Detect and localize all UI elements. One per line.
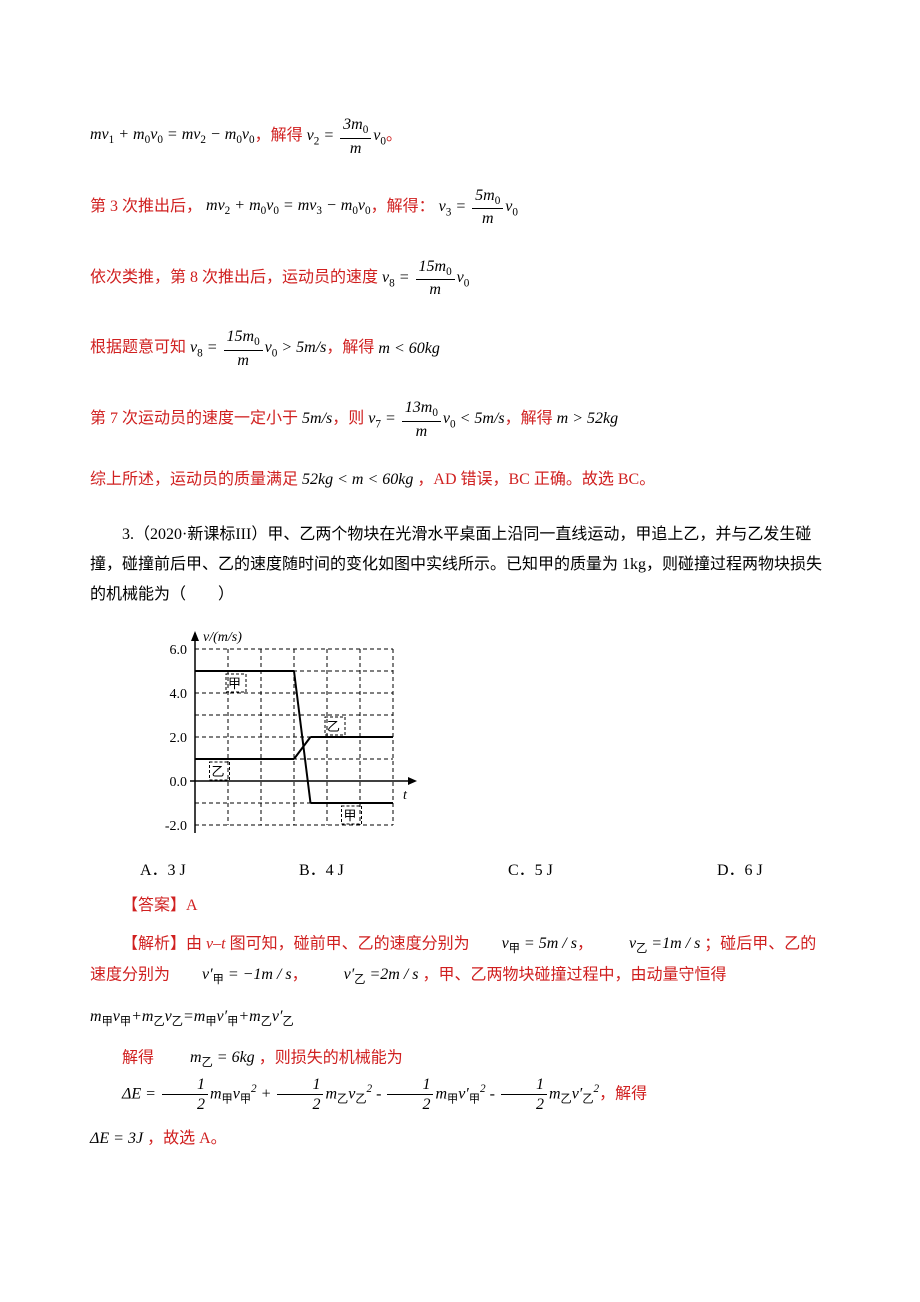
svg-text:乙: 乙 [327,719,340,734]
analysis-label: 【解析】 [122,935,186,952]
chart-svg: -2.00.02.04.06.0v/(m/s)t甲乙乙甲 [140,631,420,841]
a-t4: 解得 [122,1050,154,1067]
formula-5c: m > 52kg [557,408,618,430]
formula-3a: v8 = 15m0mv0 [382,257,469,300]
formula-2b: v3 = 5m0mv0 [439,186,518,229]
text-4b: ，解得 [326,340,374,357]
svg-text:0.0: 0.0 [170,775,188,790]
svg-text:t: t [403,788,408,803]
a-deltaE: ΔE = 12m甲v甲2 + 12m乙v乙2 - 12m甲v′甲2 - 12m乙… [90,1075,599,1114]
formula-6a: 52kg < m < 60kg [302,469,413,491]
text-2a: 第 3 次推出后， [90,198,202,215]
text-5c: ，解得 [505,410,553,427]
svg-text:v/(m/s): v/(m/s) [203,631,242,645]
solution-line-2: 第 3 次推出后， mv2 + m0v0 = mv3 − m0v0，解得： v3… [90,186,830,229]
option-d: D．6 J [717,860,763,882]
a-c2: ， [292,967,308,984]
a-t6: ，解得 [599,1085,647,1102]
text-5a: 第 7 次运动员的速度一定小于 [90,410,298,427]
formula-4b: m < 60kg [378,338,439,360]
a-t1: 由 [186,935,206,952]
option-c: C．5 J [508,860,713,882]
a-f2: v乙 =1m / s [597,929,700,960]
a-f4: v′乙 =2m / s [312,960,419,991]
svg-text:4.0: 4.0 [170,687,188,702]
text-3a: 依次类推，第 8 次推出后，运动员的速度 [90,269,378,286]
solution-line-1: mv1 + m0v0 = mv2 − m0v0，解得 v2 = 3m0mv0。 [90,115,830,158]
question-3-text: 3.（2020·新课标III）甲、乙两个物块在光滑水平桌面上沿同一直线运动，甲追… [90,520,830,611]
formula-2a: mv2 + m0v0 = mv3 − m0v0 [206,195,371,220]
option-a: A．3 J [140,860,295,882]
a-t1b: 图可知，碰前甲、乙的速度分别为 [230,935,470,952]
a-c1: ， [577,935,593,952]
answer-label: 【答案】A [90,895,830,917]
solution-line-6: 综上所述，运动员的质量满足 52kg < m < 60kg ，AD 错误，BC … [90,469,830,492]
solution-line-5: 第 7 次运动员的速度一定小于 5m/s，则 v7 = 13m0mv0 < 5m… [90,398,830,441]
solution-line-4: 根据题意可知 v8 = 15m0mv0 > 5m/s，解得 m < 60kg [90,327,830,370]
vt-italic: v–t [206,935,230,952]
analysis-para-1: 【解析】由 v–t 图可知，碰前甲、乙的速度分别为v甲 = 5m / s， v乙… [90,929,830,992]
formula-1a: mv1 + m0v0 = mv2 − m0v0 [90,124,255,149]
text-5b: ，则 [332,410,364,427]
a-t7: ，故选 A。 [147,1130,227,1147]
analysis-eq: m甲v甲+m乙v乙=m甲v′甲+m乙v′乙 [90,1002,830,1033]
a-t5: ，则损失的机械能为 [259,1050,403,1067]
svg-text:甲: 甲 [228,676,241,691]
a-t3: ，甲、乙两物块碰撞过程中，由动量守恒得 [423,967,727,984]
text-6b: ，AD 错误，BC 正确。故选 BC。 [417,471,655,488]
svg-text:-2.0: -2.0 [165,819,187,834]
formula-4a: v8 = 15m0mv0 > 5m/s [190,327,326,370]
svg-text:2.0: 2.0 [170,731,188,746]
formula-5a: 5m/s [302,408,332,430]
svg-text:6.0: 6.0 [170,643,188,658]
svg-text:乙: 乙 [212,764,225,779]
analysis-para-3: ΔE = 3J ，故选 A。 [90,1124,830,1155]
solution-line-3: 依次类推，第 8 次推出后，运动员的速度 v8 = 15m0mv0 [90,257,830,300]
vt-chart: -2.00.02.04.06.0v/(m/s)t甲乙乙甲 [140,631,830,848]
text-1a: ，解得 [255,127,303,144]
text-6a: 综上所述，运动员的质量满足 [90,471,298,488]
text-2b: ，解得： [371,198,435,215]
a-f1: v甲 = 5m / s [470,929,577,960]
a-eq: m甲v甲+m乙v乙=m甲v′甲+m乙v′乙 [90,1002,294,1033]
formula-5b: v7 = 13m0mv0 < 5m/s [368,398,504,441]
svg-text:甲: 甲 [344,808,357,823]
text-4a: 根据题意可知 [90,340,186,357]
q3-body: 3.（2020·新课标III）甲、乙两个物块在光滑水平桌面上沿同一直线运动，甲追… [90,526,822,604]
options-row: A．3 J B．4 J C．5 J D．6 J [140,860,830,882]
analysis-para-2: 解得 m乙 = 6kg ，则损失的机械能为 ΔE = 12m甲v甲2 + 12m… [90,1043,830,1114]
text-1b: 。 [386,127,402,144]
a-f3: v′甲 = −1m / s [170,960,292,991]
option-b: B．4 J [299,860,504,882]
a-f6: ΔE = 3J [90,1124,143,1154]
formula-1b: v2 = 3m0mv0 [307,115,386,158]
a-f5: m乙 = 6kg [158,1043,255,1074]
